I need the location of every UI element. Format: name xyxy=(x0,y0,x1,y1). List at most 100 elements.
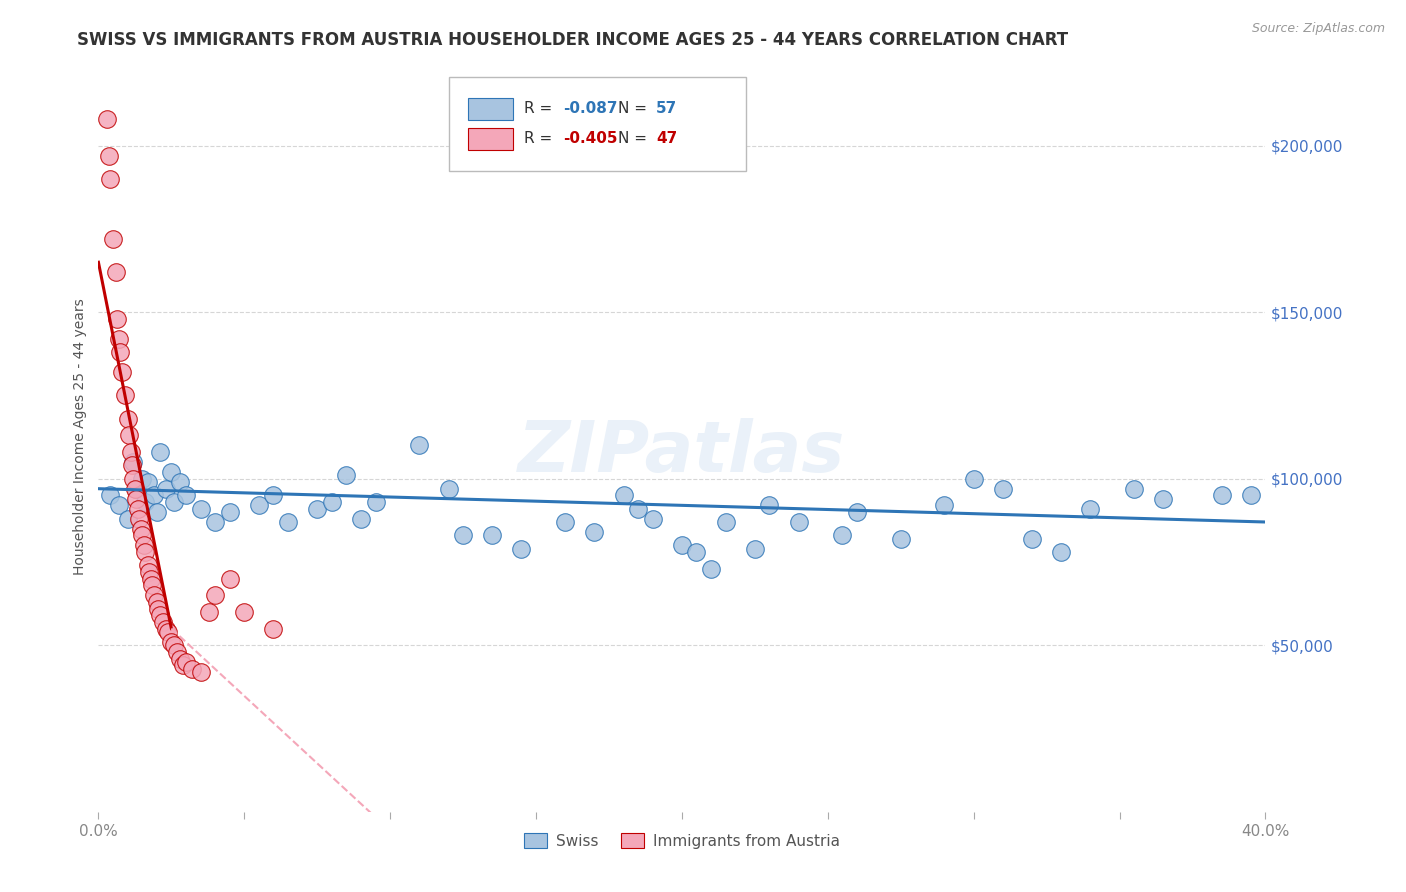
Point xyxy=(174,655,197,669)
Point xyxy=(160,635,183,649)
Point xyxy=(105,311,128,326)
Point xyxy=(627,501,650,516)
Point xyxy=(163,638,186,652)
Point xyxy=(163,495,186,509)
Point xyxy=(122,472,145,486)
Point xyxy=(131,472,153,486)
Text: N =: N = xyxy=(617,130,651,145)
Point xyxy=(129,522,152,536)
Point xyxy=(114,388,136,402)
Point xyxy=(685,545,707,559)
Point xyxy=(481,528,503,542)
Point xyxy=(120,445,142,459)
Point xyxy=(554,515,576,529)
Point xyxy=(142,488,165,502)
Text: -0.405: -0.405 xyxy=(562,130,617,145)
Point xyxy=(155,622,177,636)
Point xyxy=(146,505,169,519)
Point xyxy=(671,538,693,552)
Point xyxy=(1211,488,1233,502)
Point xyxy=(148,601,170,615)
Point xyxy=(583,524,606,539)
Point xyxy=(218,572,240,586)
Point xyxy=(174,488,197,502)
Point xyxy=(350,511,373,525)
Point xyxy=(117,411,139,425)
Point xyxy=(146,595,169,609)
Point xyxy=(758,499,780,513)
Point xyxy=(641,511,664,525)
Point xyxy=(138,565,160,579)
Point xyxy=(437,482,460,496)
Point xyxy=(111,365,134,379)
Point xyxy=(364,495,387,509)
Point xyxy=(97,149,120,163)
Point xyxy=(846,505,869,519)
Point xyxy=(149,445,172,459)
Point xyxy=(134,545,156,559)
Point xyxy=(744,541,766,556)
Point xyxy=(263,622,285,636)
Point xyxy=(121,458,143,473)
Point xyxy=(991,482,1014,496)
Point xyxy=(104,265,127,279)
Point xyxy=(125,491,148,506)
Point xyxy=(108,332,131,346)
Point xyxy=(166,645,188,659)
Text: SWISS VS IMMIGRANTS FROM AUSTRIA HOUSEHOLDER INCOME AGES 25 - 44 YEARS CORRELATI: SWISS VS IMMIGRANTS FROM AUSTRIA HOUSEHO… xyxy=(77,31,1069,49)
Point xyxy=(128,511,150,525)
Text: R =: R = xyxy=(524,130,558,145)
Point xyxy=(169,651,191,665)
Point xyxy=(169,475,191,489)
Point xyxy=(180,661,202,675)
Point xyxy=(890,532,912,546)
Point xyxy=(934,499,956,513)
Point xyxy=(1152,491,1174,506)
Text: R =: R = xyxy=(524,101,558,116)
Point xyxy=(1240,488,1263,502)
Point xyxy=(155,482,177,496)
Point xyxy=(451,528,474,542)
Point xyxy=(152,615,174,629)
Point xyxy=(108,499,131,513)
Point xyxy=(101,232,124,246)
Legend: Swiss, Immigrants from Austria: Swiss, Immigrants from Austria xyxy=(516,826,848,856)
Point xyxy=(198,605,221,619)
Point xyxy=(139,572,162,586)
Point xyxy=(110,345,132,359)
Point xyxy=(149,608,172,623)
Point xyxy=(96,112,118,126)
Point xyxy=(335,468,357,483)
Point xyxy=(172,658,194,673)
Point xyxy=(98,488,121,502)
Point xyxy=(136,475,159,489)
Point xyxy=(700,561,723,575)
Point xyxy=(247,499,270,513)
FancyBboxPatch shape xyxy=(449,78,747,171)
Point xyxy=(127,501,149,516)
Point xyxy=(117,511,139,525)
Point xyxy=(962,472,984,486)
Point xyxy=(787,515,810,529)
Point xyxy=(1123,482,1146,496)
Point xyxy=(321,495,343,509)
Point xyxy=(831,528,853,542)
Point xyxy=(134,495,156,509)
Point xyxy=(142,588,165,602)
Point xyxy=(613,488,636,502)
FancyBboxPatch shape xyxy=(468,128,513,150)
Text: N =: N = xyxy=(617,101,651,116)
Point xyxy=(714,515,737,529)
Point xyxy=(118,428,141,442)
Text: ZIPatlas: ZIPatlas xyxy=(519,417,845,486)
Point xyxy=(132,538,155,552)
Point xyxy=(160,465,183,479)
Point xyxy=(125,482,148,496)
Text: Source: ZipAtlas.com: Source: ZipAtlas.com xyxy=(1251,22,1385,36)
Point xyxy=(190,665,212,679)
Point xyxy=(98,172,121,186)
Point xyxy=(122,455,145,469)
Point xyxy=(204,515,226,529)
Point xyxy=(124,482,146,496)
Point xyxy=(190,501,212,516)
